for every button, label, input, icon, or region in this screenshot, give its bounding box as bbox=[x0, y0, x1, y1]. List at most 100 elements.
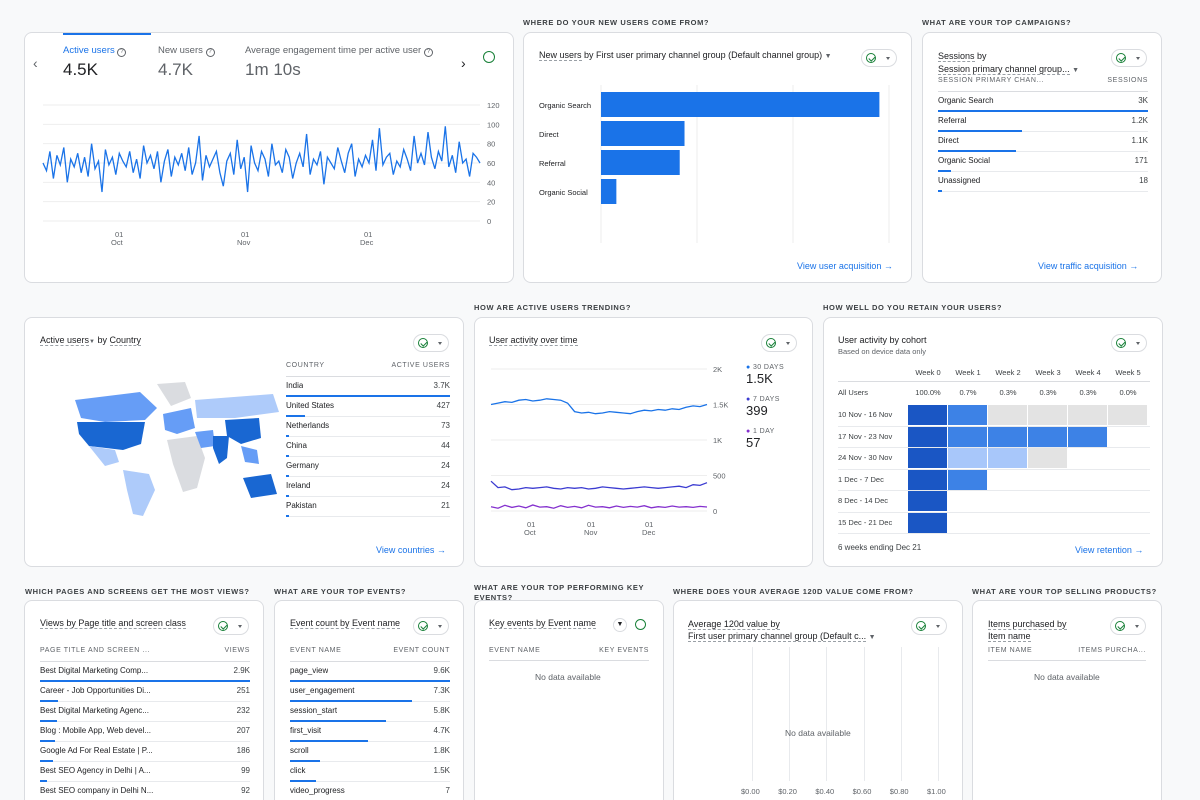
pages-card-title[interactable]: Views by Page title and screen class bbox=[40, 618, 186, 629]
comparison-toggle[interactable] bbox=[1111, 334, 1147, 352]
key-events-card-title[interactable]: Key events by Event name bbox=[489, 618, 597, 629]
table-row[interactable]: Organic Social 171 bbox=[938, 152, 1148, 172]
cohort-cell[interactable] bbox=[908, 426, 947, 447]
view-countries-link[interactable]: View countries → bbox=[376, 545, 446, 555]
events-card-title[interactable]: Event count by Event name bbox=[290, 618, 401, 629]
products-card-title[interactable]: Items purchased by Item name bbox=[988, 618, 1067, 642]
chevron-down-icon bbox=[1136, 56, 1140, 60]
table-row[interactable]: Best SEO Agency in Delhi | A... 99 bbox=[40, 762, 250, 782]
cohort-cell[interactable] bbox=[948, 469, 987, 490]
products-card: Items purchased by Item name ITEM NAME I… bbox=[972, 600, 1162, 800]
table-row[interactable]: Organic Search 3K bbox=[938, 92, 1148, 112]
table-row[interactable]: China 44 bbox=[286, 437, 450, 457]
cohort-cell[interactable] bbox=[948, 448, 987, 468]
table-row[interactable]: video_progress 7 bbox=[290, 782, 450, 800]
table-row[interactable]: India 3.7K bbox=[286, 377, 450, 397]
column-header: KEY EVENTS bbox=[599, 647, 649, 654]
cohort-cell[interactable] bbox=[908, 405, 947, 425]
table-row[interactable]: Pakistan 21 bbox=[286, 497, 450, 517]
table-row[interactable]: Blog : Mobile App, Web devel... 207 bbox=[40, 722, 250, 742]
view-traffic-acquisition-link[interactable]: View traffic acquisition → bbox=[1038, 261, 1139, 271]
comparison-toggle[interactable] bbox=[413, 334, 449, 352]
table-row[interactable]: user_engagement 7.3K bbox=[290, 682, 450, 702]
table-row[interactable]: Best SEO company in Delhi N... 92 bbox=[40, 782, 250, 800]
cohort-cell[interactable] bbox=[1068, 426, 1107, 447]
table-row[interactable]: Unassigned 18 bbox=[938, 172, 1148, 192]
row-value: 21 bbox=[441, 501, 450, 510]
metric-engagement-time[interactable]: Average engagement time per active user … bbox=[245, 45, 433, 80]
acquisition-card-title[interactable]: New users by First user primary channel … bbox=[539, 50, 839, 61]
row-name: user_engagement bbox=[290, 686, 355, 695]
comparison-toggle[interactable] bbox=[861, 49, 897, 67]
cohort-cell[interactable] bbox=[908, 512, 947, 533]
metric-new-users[interactable]: New users ? 4.7K bbox=[158, 45, 215, 80]
activity-card: User activity over time 2K 1.5K 1K 500 0 01 Oc… bbox=[474, 317, 813, 567]
cohort-cell[interactable] bbox=[908, 491, 947, 511]
cohort-cell[interactable] bbox=[1068, 405, 1107, 425]
cohort-cell[interactable] bbox=[1028, 426, 1067, 447]
cohort-cell[interactable] bbox=[948, 405, 987, 425]
chevron-left-icon[interactable]: ‹ bbox=[33, 55, 38, 71]
section-title-new-users: WHERE DO YOUR NEW USERS COME FROM? bbox=[523, 18, 710, 27]
cohort-cell[interactable] bbox=[1028, 405, 1067, 425]
table-row[interactable]: United States 427 bbox=[286, 397, 450, 417]
view-retention-link[interactable]: View retention → bbox=[1075, 545, 1144, 555]
cohort-cell[interactable] bbox=[988, 405, 1027, 425]
comparison-toggle[interactable] bbox=[1111, 49, 1147, 67]
row-name: Best SEO company in Delhi N... bbox=[40, 786, 154, 795]
row-name: session_start bbox=[290, 706, 338, 715]
metric-active-users[interactable]: Active users ? 4.5K bbox=[63, 45, 127, 80]
legend-label: 7 DAYS bbox=[753, 396, 780, 403]
table-row[interactable]: Ireland 24 bbox=[286, 477, 450, 497]
chevron-right-icon[interactable]: › bbox=[461, 55, 466, 71]
table-row[interactable]: Germany 24 bbox=[286, 457, 450, 477]
comparison-toggle[interactable] bbox=[413, 617, 449, 635]
column-header: ITEMS PURCHA... bbox=[1078, 647, 1146, 654]
table-row[interactable]: Referral 1.2K bbox=[938, 112, 1148, 132]
comparison-toggle[interactable] bbox=[1110, 617, 1146, 635]
section-title-products: WHAT ARE YOUR TOP SELLING PRODUCTS? bbox=[972, 587, 1157, 596]
table-row[interactable]: Direct 1.1K bbox=[938, 132, 1148, 152]
column-header: SESSION PRIMARY CHAN... bbox=[938, 77, 1045, 84]
table-row[interactable]: click 1.5K bbox=[290, 762, 450, 782]
country-card-title[interactable]: Active users▼ by Country bbox=[40, 335, 142, 346]
row-name: Organic Search bbox=[938, 96, 994, 105]
column-header: SESSIONS bbox=[1107, 77, 1148, 84]
value-card-title[interactable]: Average 120d value by First user primary… bbox=[688, 618, 876, 644]
table-row[interactable]: Google Ad For Real Estate | P... 186 bbox=[40, 742, 250, 762]
comparison-toggle[interactable] bbox=[761, 334, 797, 352]
check-circle-icon[interactable] bbox=[635, 619, 646, 630]
gridline bbox=[752, 647, 753, 781]
cohort-cell[interactable] bbox=[988, 448, 1027, 468]
table-row[interactable]: page_view 9.6K bbox=[290, 662, 450, 682]
y-tick-label: 0 bbox=[713, 507, 717, 516]
table-row[interactable]: Best Digital Marketing Comp... 2.9K bbox=[40, 662, 250, 682]
check-circle-icon[interactable] bbox=[483, 51, 495, 63]
filter-icon[interactable]: ▼ bbox=[613, 618, 627, 632]
cohort-cell[interactable] bbox=[1108, 405, 1147, 425]
row-bar bbox=[286, 475, 290, 477]
table-row[interactable]: Netherlands 73 bbox=[286, 417, 450, 437]
activity-card-title[interactable]: User activity over time bbox=[489, 335, 578, 346]
comparison-toggle[interactable] bbox=[213, 617, 249, 635]
table-row[interactable]: scroll 1.8K bbox=[290, 742, 450, 762]
cohort-cell[interactable] bbox=[948, 426, 987, 447]
row-value: 2.9K bbox=[233, 666, 250, 675]
table-row[interactable]: Best Digital Marketing Agenc... 232 bbox=[40, 702, 250, 722]
row-name: Blog : Mobile App, Web devel... bbox=[40, 726, 152, 735]
cohort-cell[interactable] bbox=[988, 426, 1027, 447]
campaigns-card-title[interactable]: Sessions by Session primary channel grou… bbox=[938, 50, 1079, 77]
cohort-cell[interactable] bbox=[908, 448, 947, 468]
cohort-cell[interactable] bbox=[908, 469, 947, 490]
comparison-toggle[interactable] bbox=[911, 617, 947, 635]
table-row[interactable]: session_start 5.8K bbox=[290, 702, 450, 722]
table-row[interactable]: first_visit 4.7K bbox=[290, 722, 450, 742]
view-user-acquisition-link[interactable]: View user acquisition → bbox=[797, 261, 893, 271]
title-metric: Sessions bbox=[938, 51, 975, 62]
cohort-cell[interactable] bbox=[1028, 448, 1067, 468]
series-line-1-day bbox=[490, 504, 708, 509]
section-title-key-events: WHAT ARE YOUR TOP PERFORMING KEY EVENTS? bbox=[474, 583, 644, 602]
table-row[interactable]: Career - Job Opportunities Di... 251 bbox=[40, 682, 250, 702]
row-name: scroll bbox=[290, 746, 309, 755]
